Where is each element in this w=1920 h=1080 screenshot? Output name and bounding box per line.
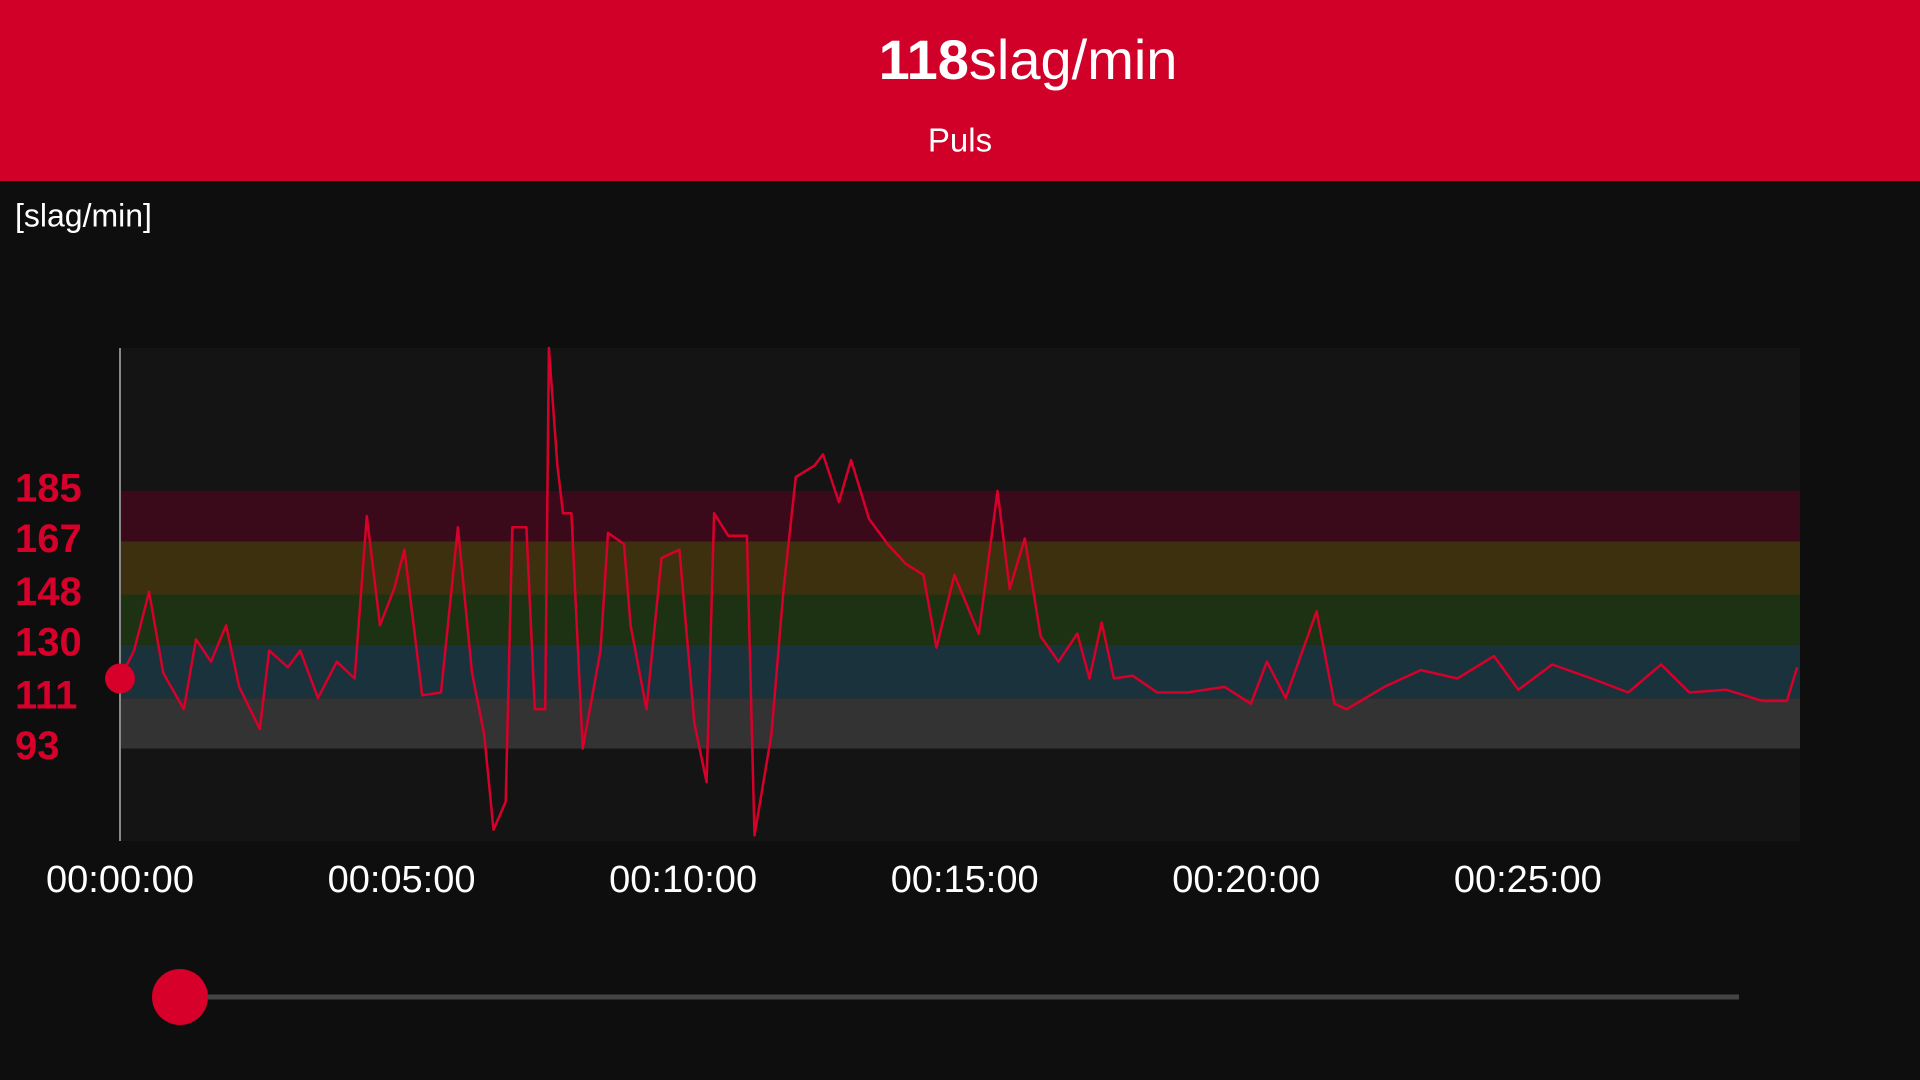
- heart-rate-line: [118, 346, 1799, 837]
- y-tick-label: 130: [15, 620, 82, 664]
- header-unit: slag/min: [969, 28, 1178, 91]
- x-tick-label: 00:15:00: [891, 859, 1039, 901]
- x-tick-label: 00:25:00: [1454, 859, 1602, 901]
- x-tick-label: 00:10:00: [609, 859, 757, 901]
- y-tick-label: 93: [15, 724, 60, 768]
- x-tick-label: 00:00:00: [46, 859, 194, 901]
- slider-thumb[interactable]: [152, 969, 208, 1025]
- zone-band: [120, 594, 1800, 645]
- x-tick-label: 00:20:00: [1172, 859, 1320, 901]
- zone-band: [120, 644, 1800, 699]
- header-label: Puls: [928, 122, 992, 159]
- current-marker: [105, 663, 135, 694]
- zone-band: [120, 490, 1800, 542]
- x-tick-label: 00:05:00: [328, 859, 476, 901]
- y-axis-unit: [slag/min]: [15, 197, 152, 233]
- y-tick-label: 167: [15, 517, 82, 561]
- y-tick-label: 148: [15, 570, 82, 614]
- header-bar: [0, 0, 1920, 181]
- header-value: 118: [879, 28, 969, 91]
- header-reading: 118slag/min: [879, 28, 1178, 91]
- y-tick-label: 185: [15, 466, 82, 510]
- y-tick-label: 111: [15, 674, 77, 718]
- zone-band: [120, 698, 1800, 749]
